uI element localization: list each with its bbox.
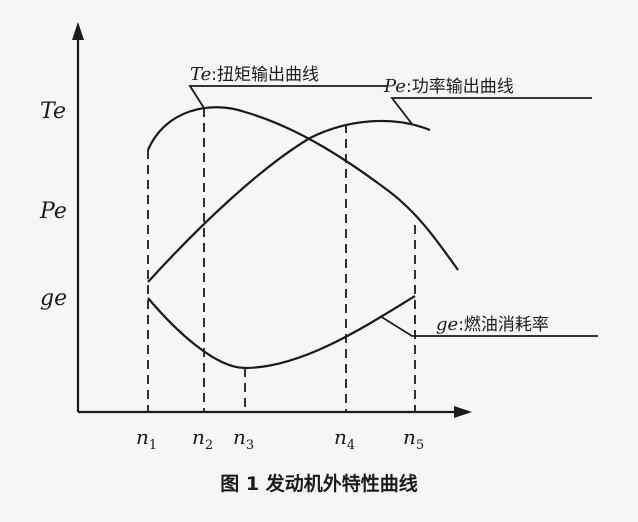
tick-n1: n1 (136, 425, 157, 453)
y-label-ge: ge (40, 286, 67, 311)
x-axis-arrow (454, 406, 472, 418)
x-tick-labels: n1 n2 n3 n4 n5 (136, 425, 424, 453)
tick-n5: n5 (403, 425, 424, 453)
y-axis-arrow (72, 22, 84, 40)
power-curve-label: Pe:功率输出曲线 (383, 76, 514, 97)
power-curve (147, 119, 431, 283)
y-label-te: Te (40, 99, 66, 124)
tick-n2: n2 (192, 425, 213, 453)
power-leader (390, 97, 592, 125)
torque-leader (188, 85, 388, 109)
y-label-pe: Pe (39, 199, 67, 224)
tick-n4: n4 (334, 425, 355, 453)
fuel-leader (379, 315, 598, 337)
figure-caption: 图 1 发动机外特性曲线 (220, 472, 417, 495)
torque-curve (146, 106, 459, 271)
fuel-curve-label: ge:燃油消耗率 (436, 314, 549, 335)
fuel-consumption-curve (147, 295, 416, 370)
reference-lines (147, 108, 416, 412)
tick-n3: n3 (233, 425, 254, 453)
torque-curve-label: Te:扭矩输出曲线 (190, 64, 319, 85)
axes (72, 22, 472, 418)
